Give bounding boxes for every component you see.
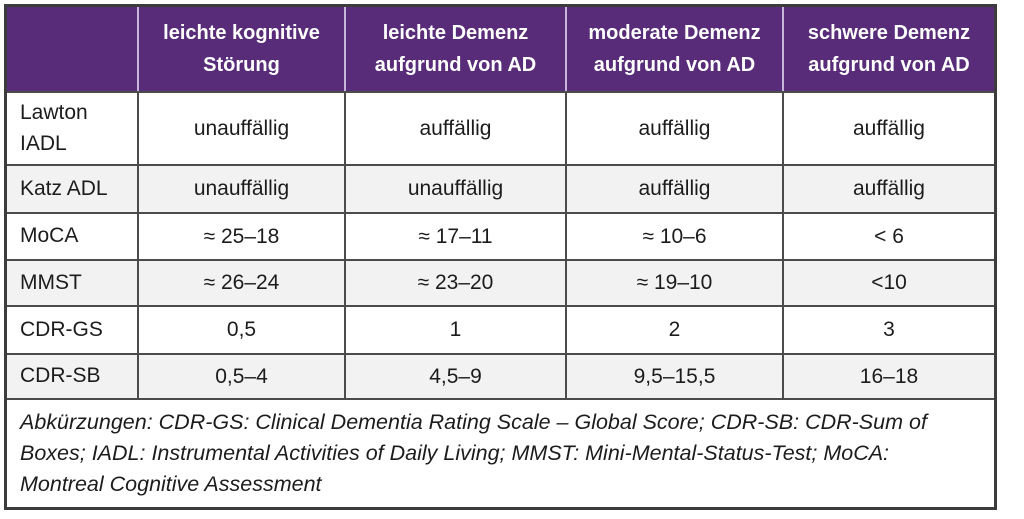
- table-row-lawton-iadl: Lawton IADL unauffällig auffällig auffäl…: [7, 91, 994, 164]
- table-cell: auffällig: [565, 91, 782, 164]
- table-cell: 3: [782, 305, 994, 353]
- table-cell: ≈ 26–24: [137, 259, 344, 305]
- table-cell: 4,5–9: [344, 353, 565, 398]
- table-cell: 16–18: [782, 353, 994, 398]
- table-cell: 2: [565, 305, 782, 353]
- table-cell: auffällig: [782, 164, 994, 212]
- column-header-mild-cognitive-impairment: leichte kognitive Störung: [137, 7, 344, 91]
- column-header-mild-dementia: leichte Demenz aufgrund von AD: [344, 7, 565, 91]
- table-cell: 0,5: [137, 305, 344, 353]
- table-cell: 0,5–4: [137, 353, 344, 398]
- row-label-moca: MoCA: [7, 212, 137, 259]
- table-cell: <10: [782, 259, 994, 305]
- table-cell: ≈ 17–11: [344, 212, 565, 259]
- table-row-cdr-sb: CDR-SB 0,5–4 4,5–9 9,5–15,5 16–18: [7, 353, 994, 398]
- table-cell: ≈ 10–6: [565, 212, 782, 259]
- row-label-lawton-iadl: Lawton IADL: [7, 91, 137, 164]
- row-label-cdr-gs: CDR-GS: [7, 305, 137, 353]
- dementia-staging-table: leichte kognitive Störung leichte Demenz…: [4, 4, 997, 510]
- header-row: leichte kognitive Störung leichte Demenz…: [7, 7, 994, 91]
- table-cell: < 6: [782, 212, 994, 259]
- row-label-cdr-sb: CDR-SB: [7, 353, 137, 398]
- table-cell: ≈ 23–20: [344, 259, 565, 305]
- column-header-moderate-dementia: moderate Demenz aufgrund von AD: [565, 7, 782, 91]
- table-row-katz-adl: Katz ADL unauffällig unauffällig auffäll…: [7, 164, 994, 212]
- dementia-staging-table-container: leichte kognitive Störung leichte Demenz…: [4, 4, 997, 510]
- table-cell: unauffällig: [137, 91, 344, 164]
- table-cell: 9,5–15,5: [565, 353, 782, 398]
- row-label-mmst: MMST: [7, 259, 137, 305]
- abbreviations-footnote: Abkürzungen: CDR-GS: Clinical Dementia R…: [7, 398, 994, 507]
- table-cell: unauffällig: [137, 164, 344, 212]
- table-row-moca: MoCA ≈ 25–18 ≈ 17–11 ≈ 10–6 < 6: [7, 212, 994, 259]
- row-label-katz-adl: Katz ADL: [7, 164, 137, 212]
- table-cell: auffällig: [344, 91, 565, 164]
- table-cell: auffällig: [565, 164, 782, 212]
- footnote-row: Abkürzungen: CDR-GS: Clinical Dementia R…: [7, 398, 994, 507]
- table-cell: 1: [344, 305, 565, 353]
- table-cell: unauffällig: [344, 164, 565, 212]
- table-row-mmst: MMST ≈ 26–24 ≈ 23–20 ≈ 19–10 <10: [7, 259, 994, 305]
- table-row-cdr-gs: CDR-GS 0,5 1 2 3: [7, 305, 994, 353]
- column-header-empty: [7, 7, 137, 91]
- column-header-severe-dementia: schwere Demenz aufgrund von AD: [782, 7, 994, 91]
- table-cell: ≈ 19–10: [565, 259, 782, 305]
- table-cell: ≈ 25–18: [137, 212, 344, 259]
- table-cell: auffällig: [782, 91, 994, 164]
